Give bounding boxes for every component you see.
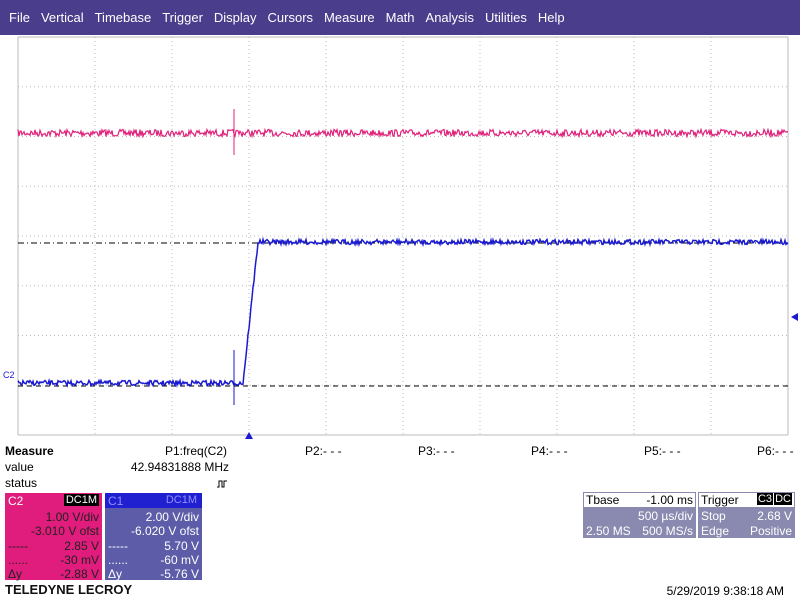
measure-row-label: status	[5, 476, 38, 490]
cursor-icon: -----	[8, 539, 28, 553]
offset: -3.010 V ofst	[30, 524, 99, 538]
menu-item[interactable]: File	[9, 10, 30, 25]
menu-item[interactable]: Help	[537, 10, 565, 25]
offset: -6.020 V ofst	[130, 524, 199, 538]
measure-param[interactable]: P1:freq(C2)	[165, 444, 228, 458]
menu-item[interactable]: Measure	[324, 10, 375, 25]
coupling: DC1M	[163, 494, 199, 506]
trigger-label: Trigger	[701, 493, 739, 507]
menu-item[interactable]: Trigger	[162, 10, 203, 25]
trigger-source: C3	[756, 493, 773, 505]
coupling: DC1M	[63, 494, 99, 506]
trace-label: C2	[3, 370, 15, 380]
delta-label: Δy	[108, 567, 123, 581]
vdiv: 1.00 V/div	[45, 510, 99, 524]
timebase-delay: -1.00 ms	[646, 493, 693, 507]
cursor-value: 5.70 V	[164, 539, 199, 553]
menu-item[interactable]: Math	[385, 10, 415, 25]
menu-item[interactable]: Utilities	[484, 10, 527, 25]
cursor-icon: -----	[108, 539, 128, 553]
trigger-level: 2.68 V	[757, 509, 792, 523]
measure-param[interactable]: P5:- - -	[644, 444, 681, 458]
menu-item[interactable]: Timebase	[94, 10, 152, 25]
menu-item[interactable]: Display	[213, 10, 257, 25]
menu-item[interactable]: Vertical	[40, 10, 84, 25]
delta-label: Δy	[8, 567, 23, 581]
timestamp: 5/29/2019 9:38:18 AM	[666, 584, 784, 598]
level-marker	[791, 313, 798, 321]
menu-bar: File Vertical Timebase Trigger Display Cursor…	[0, 0, 800, 35]
timebase-samples: 2.50 MS	[586, 524, 631, 538]
menu-item[interactable]: Analysis	[425, 10, 474, 25]
trigger-box[interactable]: Trigger C3 DC Stop 2.68 V Edge Positive	[698, 492, 795, 538]
measure-title: Measure	[5, 444, 54, 458]
trigger-marker	[245, 432, 253, 439]
channel-label: C1	[108, 494, 124, 508]
timebase-rate: 500 MS/s	[642, 524, 693, 538]
menu-item[interactable]: Cursors	[267, 10, 314, 25]
delta-value: -2.88 V	[60, 567, 99, 581]
brand: TELEDYNE LECROY	[5, 582, 133, 597]
delta-value: -5.76 V	[160, 567, 199, 581]
cursor-value: -60 mV	[160, 553, 199, 567]
status-icon	[217, 480, 227, 488]
trigger-mode: Stop	[701, 509, 726, 523]
trace-c2	[17, 236, 789, 388]
timebase-tdiv: 500 µs/div	[638, 509, 693, 523]
vdiv: 2.00 V/div	[145, 510, 199, 524]
timebase-box[interactable]: Tbase -1.00 ms 500 µs/div 2.50 MS 500 MS…	[583, 492, 696, 538]
trigger-slope: Positive	[749, 524, 792, 538]
channel-label: C2	[8, 494, 24, 508]
channel-box[interactable]: C1 DC1M 2.00 V/div -6.020 V ofst ----- 5…	[105, 493, 202, 581]
timebase-label: Tbase	[586, 493, 620, 507]
waveform-display	[17, 36, 798, 439]
measure-row-label: value	[5, 460, 34, 474]
measure-param[interactable]: P4:- - -	[531, 444, 568, 458]
trigger-coupling: DC	[774, 493, 792, 505]
cursor-value: -30 mV	[60, 553, 99, 567]
measure-param[interactable]: P2:- - -	[305, 444, 342, 458]
measure-param[interactable]: P6:- - -	[757, 444, 794, 458]
cursor-icon: ......	[8, 553, 29, 567]
measure-value: 42.94831888 MHz	[130, 460, 229, 474]
channel-box[interactable]: C2 DC1M 1.00 V/div -3.010 V ofst ----- 2…	[5, 493, 102, 581]
cursor-icon: ......	[108, 553, 129, 567]
trigger-type: Edge	[701, 524, 730, 538]
measure-param[interactable]: P3:- - -	[418, 444, 455, 458]
cursor-value: 2.85 V	[64, 539, 99, 553]
timebase-header	[583, 492, 696, 508]
trace-c3	[17, 127, 789, 139]
